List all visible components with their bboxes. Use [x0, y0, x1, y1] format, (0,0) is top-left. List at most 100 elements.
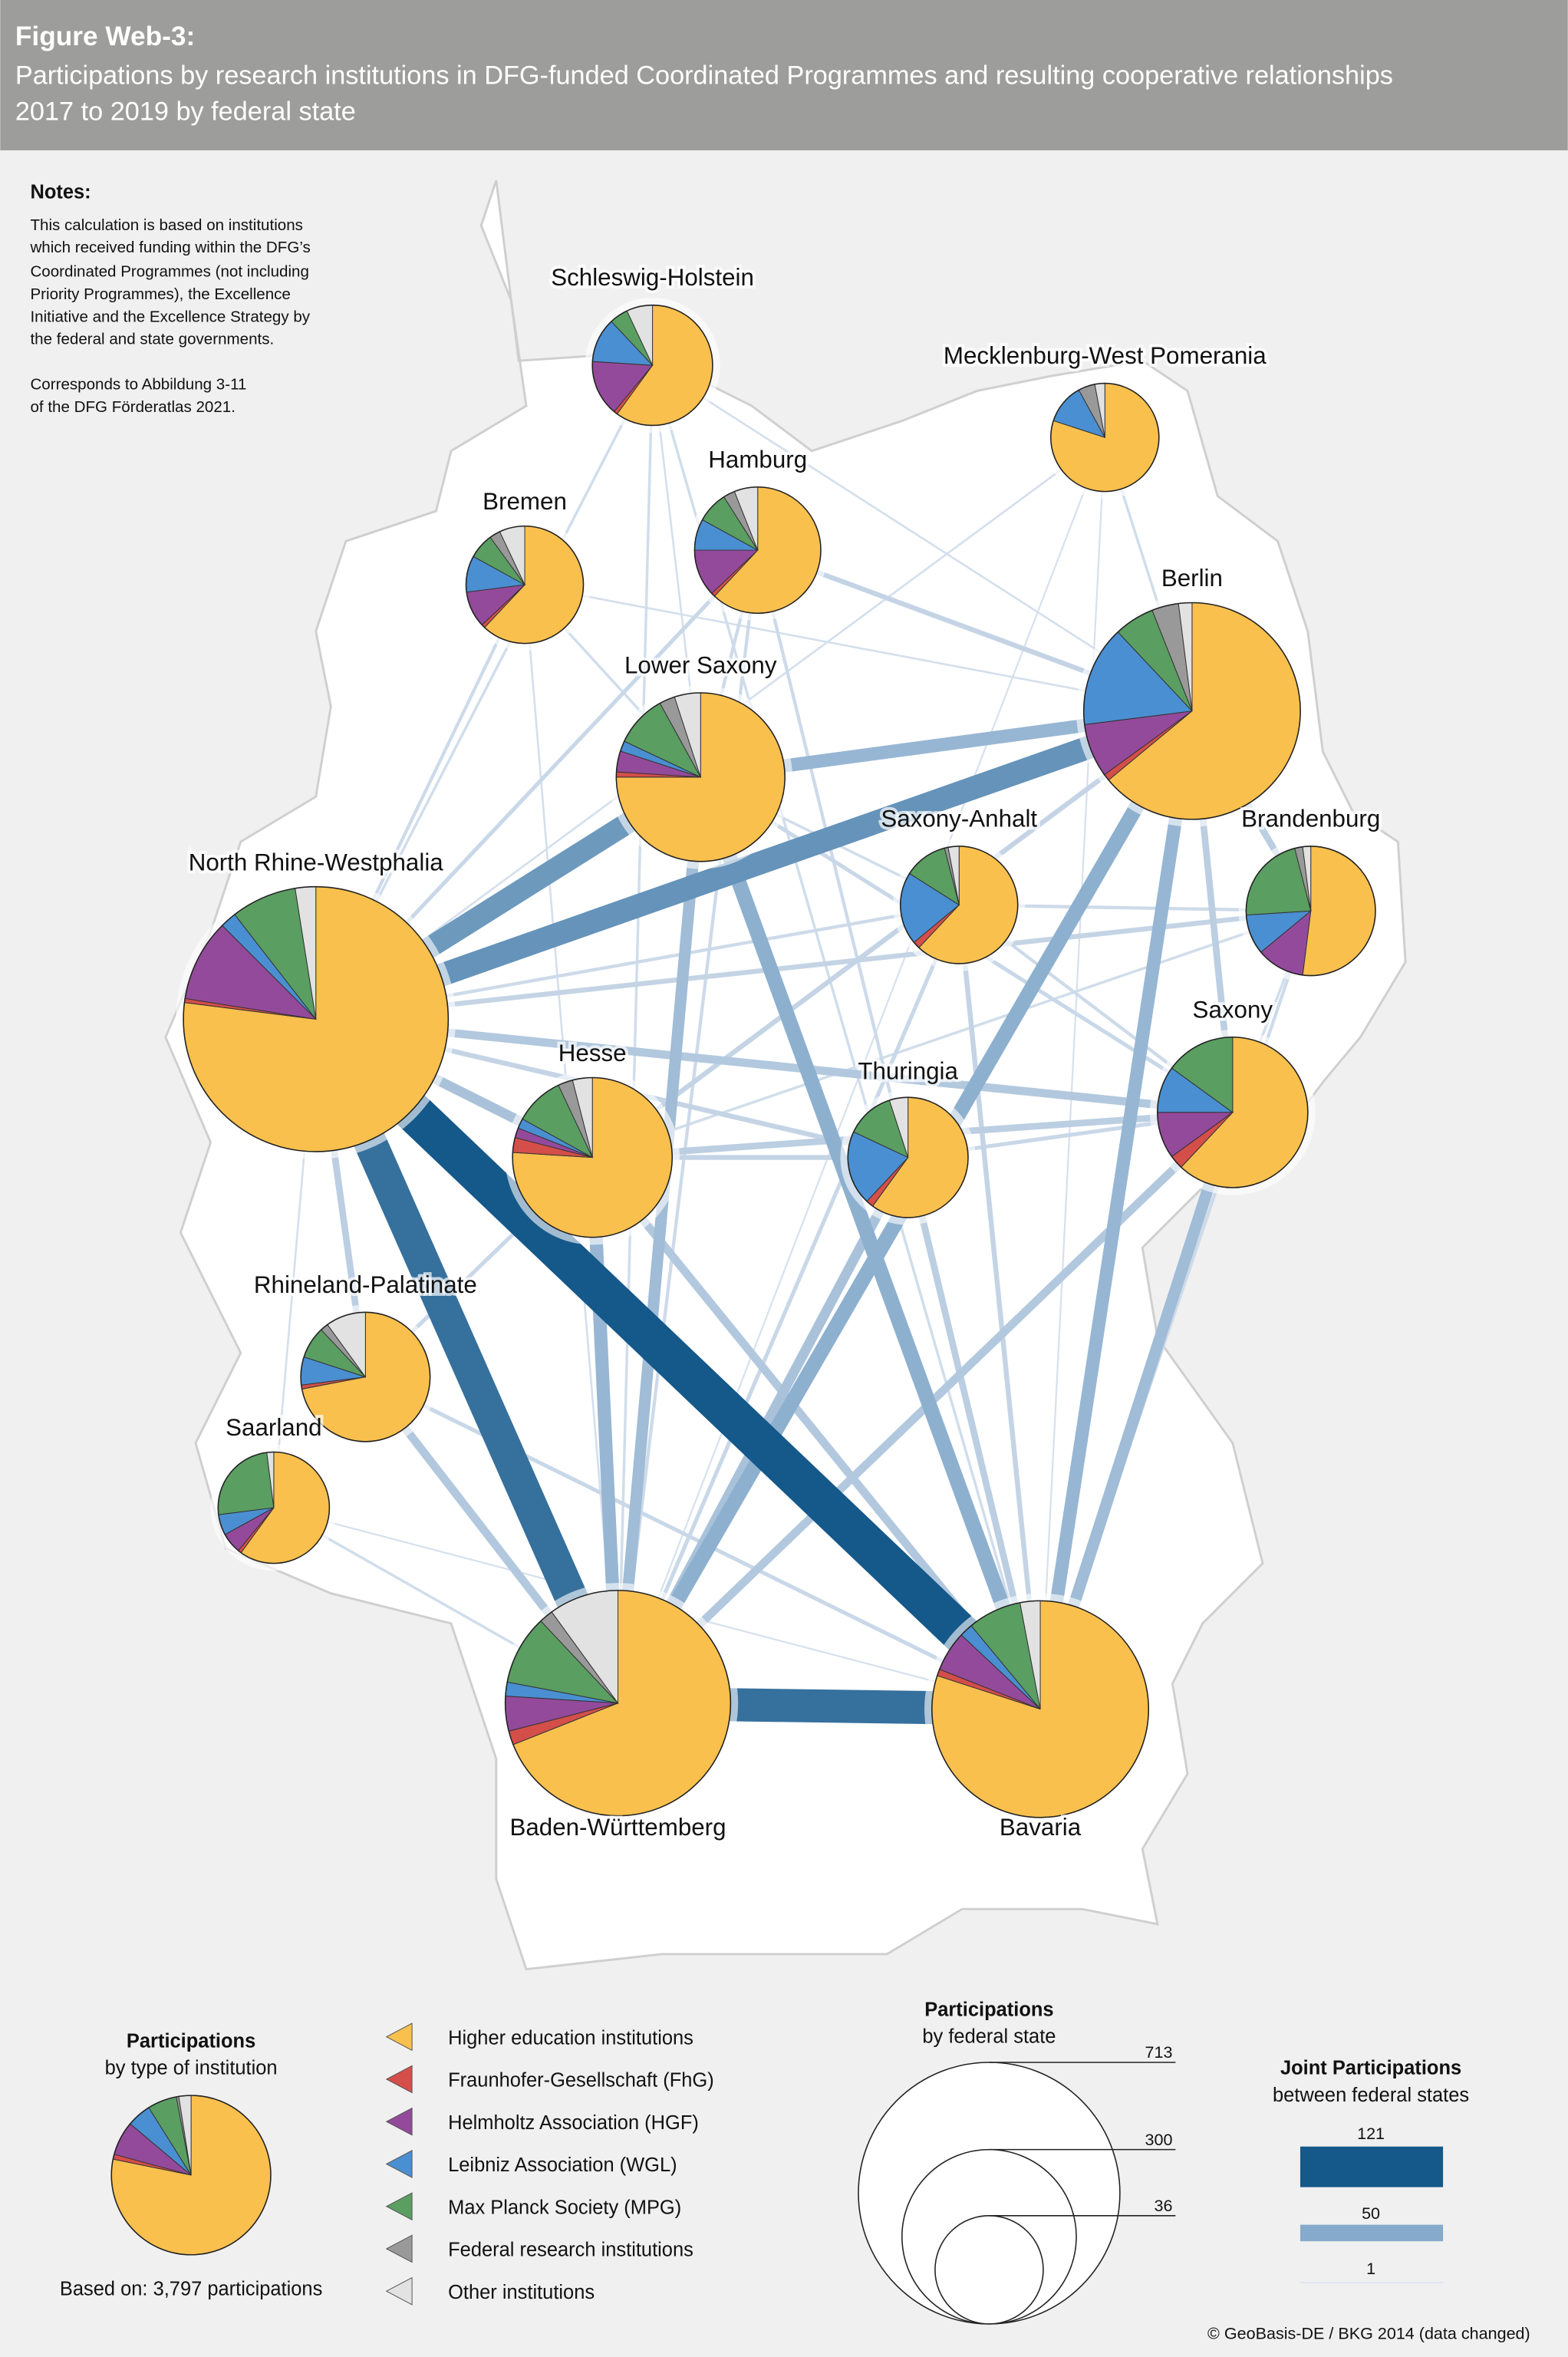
pie-HB-outline — [465, 525, 585, 644]
state-label: Brandenburg — [1241, 806, 1380, 832]
legend-item-label: Fraunhofer-Gesellschaft (FhG) — [448, 2070, 714, 2092]
legend-swatch-wgl-icon — [385, 2149, 413, 2178]
state-label: North Rhine-Westphalia — [189, 849, 444, 875]
pie-BE-outline — [1082, 602, 1301, 820]
notes-line: This calculation is based on institution… — [30, 216, 302, 234]
edge-SH-BW — [616, 365, 654, 1703]
joint-bar-1 — [1300, 2282, 1444, 2283]
figure-title-line2: 2017 to 2019 by federal state — [15, 97, 356, 127]
legend-item-label: Other institutions — [448, 2282, 595, 2303]
header-bar — [0, 0, 1568, 150]
state-HH: Hamburg — [687, 443, 828, 621]
legend-swatch-hei-icon — [385, 2022, 413, 2052]
size-label-300: 300 — [1145, 2130, 1172, 2149]
state-SL: Saarland — [210, 1411, 338, 1571]
legend-pie — [110, 2095, 272, 2256]
notes-heading: Notes: — [30, 182, 91, 203]
state-label: Bavaria — [1000, 1814, 1082, 1841]
edge-NW-BB — [315, 908, 1312, 1022]
edge-BB-HE — [591, 909, 1312, 1159]
state-HB: Bremen — [458, 485, 591, 651]
legend-item-label: Helmholtz Association (HGF) — [448, 2112, 699, 2134]
edge-BE-BY — [1033, 710, 1199, 1710]
state-label: Berlin — [1161, 565, 1223, 592]
pie-HE-outline — [512, 1076, 674, 1238]
legend-item-label: Max Planck Society (MPG) — [448, 2197, 681, 2218]
size-circle-36 — [934, 2215, 1044, 2325]
pie-NW-outline — [183, 885, 450, 1152]
state-BB: Brandenburg — [1238, 803, 1383, 984]
state-label: Saarland — [226, 1414, 321, 1441]
pie-MV-outline — [1049, 382, 1160, 493]
size-label-36: 36 — [1154, 2196, 1172, 2215]
legend-items: Higher education institutions Fraunhofer-… — [385, 2022, 714, 2306]
pie-TH-outline — [847, 1096, 969, 1218]
state-label: Mecklenburg-West Pomerania — [944, 342, 1267, 369]
legend-pie-outline — [110, 2095, 272, 2256]
state-label: Hesse — [558, 1040, 627, 1066]
edge-NW-BY — [301, 1004, 1055, 1724]
figure-number: Figure Web-3: — [15, 21, 195, 51]
legend-swatch-other-icon — [385, 2276, 413, 2306]
pie-SL-outline — [217, 1451, 331, 1564]
legend-swatch-hgf-icon — [385, 2107, 413, 2136]
state-label: Hamburg — [708, 446, 807, 473]
copyright: © GeoBasis-DE / BKG 2014 (data changed) — [1207, 2323, 1530, 2342]
state-NI: Lower Saxony — [608, 649, 792, 869]
edge-NI-BY — [693, 774, 1048, 1712]
notes-ref: of the DFG Förderatlas 2021. — [30, 398, 235, 416]
pie-RP-outline — [300, 1311, 431, 1442]
state-SN: Saxony — [1149, 993, 1316, 1195]
pie-BB-outline — [1245, 846, 1376, 977]
joint-label-1: 1 — [1366, 2259, 1375, 2278]
edge-ST-BW — [616, 904, 961, 1704]
pie-NI-outline — [615, 692, 786, 862]
size-label-713: 713 — [1145, 2042, 1172, 2062]
state-label: Schleswig-Holstein — [551, 264, 754, 291]
state-label: Saxony-Anhalt — [881, 806, 1037, 832]
state-ST: Saxony-Anhalt — [878, 803, 1040, 971]
legend-type-title: Participations — [127, 2030, 255, 2052]
legend-item-label: Federal research institutions — [448, 2240, 693, 2261]
state-label: Bremen — [483, 488, 567, 515]
state-MV: Mecklenburg-West Pomerania — [940, 339, 1270, 499]
notes-ref: Corresponds to Abbildung 3-11 — [30, 375, 246, 393]
legend-size-title: Participations — [924, 1999, 1053, 2020]
pie-ST-outline — [899, 846, 1019, 964]
state-label: Baden-Württemberg — [509, 1814, 726, 1841]
state-NW: North Rhine-Westphalia — [176, 846, 456, 1159]
notes-line: Initiative and the Excellence Strategy b… — [30, 308, 310, 325]
pie-SN-outline — [1156, 1036, 1309, 1188]
pie-BW-outline — [504, 1590, 732, 1817]
state-pies: Schleswig-Holstein Mecklenburg-West Pomer… — [176, 261, 1383, 1844]
state-SH: Schleswig-Holstein — [548, 261, 757, 433]
state-label: Saxony — [1193, 996, 1273, 1023]
edge-ST-BY — [957, 905, 1043, 1709]
joint-label-121: 121 — [1357, 2124, 1385, 2143]
joint-label-50: 50 — [1362, 2204, 1380, 2223]
legend-item-label: Higher education institutions — [448, 2027, 693, 2049]
state-TH: Thuringia — [840, 1055, 976, 1225]
state-label: Thuringia — [858, 1058, 958, 1085]
pie-SH-outline — [591, 304, 713, 427]
notes-line: Coordinated Programmes (not including — [30, 262, 308, 280]
edge-NW-SN — [315, 1014, 1234, 1117]
joint-bar-50 — [1300, 2224, 1444, 2242]
notes-line: which received funding within the DFG’s — [29, 239, 310, 256]
state-label: Rhineland-Palatinate — [254, 1271, 477, 1298]
state-RP: Rhineland-Palatinate — [251, 1268, 480, 1449]
legend-based-on: Based on: 3,797 participations — [60, 2279, 322, 2300]
legend-swatch-fhg-icon — [385, 2065, 413, 2094]
state-HE: Hesse — [505, 1037, 680, 1245]
legend-joint-title: Joint Participations — [1280, 2058, 1461, 2079]
state-BE: Berlin — [1076, 562, 1308, 827]
legend-size-subtitle: by federal state — [922, 2026, 1056, 2048]
notes-line: the federal and state governments. — [30, 331, 274, 348]
state-BY: Bavaria — [924, 1593, 1157, 1844]
legend-joint-subtitle: between federal states — [1273, 2085, 1469, 2106]
legend-swatch-fed-icon — [385, 2234, 413, 2263]
legend-type-subtitle: by type of institution — [105, 2058, 278, 2079]
state-label: Lower Saxony — [624, 652, 777, 679]
edge-BE-HE — [591, 709, 1194, 1160]
